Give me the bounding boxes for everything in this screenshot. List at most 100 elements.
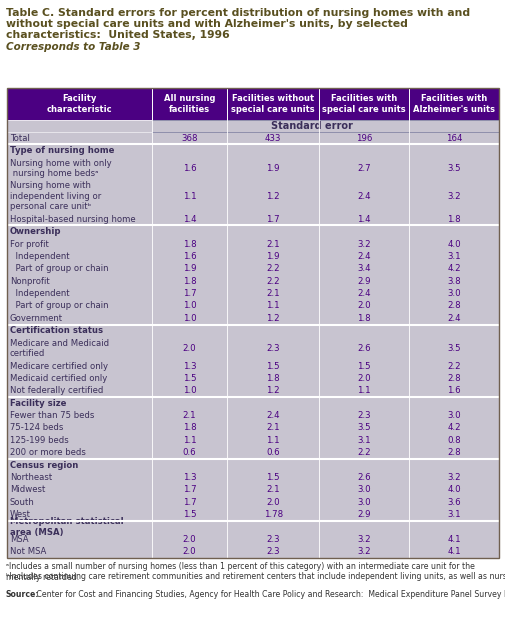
Text: 2.8: 2.8 [446,301,460,311]
Text: 3.0: 3.0 [357,498,370,507]
Text: 1.0: 1.0 [182,301,196,311]
Text: 2.3: 2.3 [357,411,370,420]
Text: Midwest: Midwest [10,486,45,494]
Bar [7,546,498,558]
Text: 1.9: 1.9 [266,164,279,173]
Text: 1.7: 1.7 [266,215,279,224]
Text: 4.2: 4.2 [446,423,460,432]
Text: Type of nursing home: Type of nursing home [10,146,114,155]
Text: 1.2: 1.2 [266,314,279,323]
Text: All nursing
facilities: All nursing facilities [164,94,215,114]
Text: 200 or more beds: 200 or more beds [10,448,86,457]
Text: Medicaid certified only: Medicaid certified only [10,374,107,383]
Text: 3.2: 3.2 [446,473,460,482]
Text: 3.0: 3.0 [446,289,460,298]
Bar [7,225,498,238]
Text: 1.5: 1.5 [266,473,279,482]
Text: Facilities with
special care units: Facilities with special care units [322,94,405,114]
Text: 1.6: 1.6 [182,252,196,261]
Text: 1.2: 1.2 [266,192,279,201]
Text: 3.5: 3.5 [357,423,370,432]
Text: 1.1: 1.1 [266,301,279,311]
Text: 1.8: 1.8 [182,239,196,249]
Bar [7,263,498,275]
Bar [7,484,498,496]
Text: 1.1: 1.1 [182,192,196,201]
Text: 3.1: 3.1 [446,510,460,519]
Text: 1.7: 1.7 [182,498,196,507]
Text: Not MSA: Not MSA [10,548,46,556]
Text: Fewer than 75 beds: Fewer than 75 beds [10,411,94,420]
Bar [7,385,498,397]
Text: Nonprofit: Nonprofit [10,277,49,285]
Text: 4.1: 4.1 [446,535,460,544]
Bar [7,360,498,372]
Text: Facilities without
special care units: Facilities without special care units [231,94,314,114]
Text: 2.6: 2.6 [357,344,370,353]
Text: 2.1: 2.1 [266,423,279,432]
Text: Center for Cost and Financing Studies, Agency for Health Care Policy and Researc: Center for Cost and Financing Studies, A… [34,590,505,599]
Text: 75-124 beds: 75-124 beds [10,423,63,432]
Bar [7,287,498,300]
Text: 1.5: 1.5 [182,510,196,519]
Bar [7,372,498,385]
Text: 1.0: 1.0 [182,314,196,323]
Text: 2.8: 2.8 [446,448,460,457]
Bar [7,434,498,446]
Text: ᵇIncludes continuing care retirement communities and retirement centers that inc: ᵇIncludes continuing care retirement com… [6,572,505,581]
Text: 3.2: 3.2 [357,548,370,556]
Text: Ownership: Ownership [10,227,62,236]
Text: 1.5: 1.5 [357,361,370,370]
Bar [7,88,498,558]
Text: Facility size: Facility size [10,399,66,408]
Text: 3.5: 3.5 [446,164,460,173]
Text: 3.0: 3.0 [357,486,370,494]
Text: 2.2: 2.2 [266,265,279,273]
Text: 1.8: 1.8 [266,374,279,383]
Text: 2.0: 2.0 [357,301,370,311]
Text: 125-199 beds: 125-199 beds [10,436,69,445]
Text: 1.0: 1.0 [182,386,196,396]
Text: 1.7: 1.7 [182,289,196,298]
Text: MSA: MSA [10,535,29,544]
Bar [7,325,498,337]
Text: 1.8: 1.8 [446,215,460,224]
Bar [7,459,498,472]
Text: 3.2: 3.2 [357,535,370,544]
Text: 2.4: 2.4 [266,411,279,420]
Bar [7,144,498,157]
Text: Nursing home with
independent living or
personal care unitᵇ: Nursing home with independent living or … [10,182,101,211]
Text: Metropolitan statistical
area (MSA): Metropolitan statistical area (MSA) [10,517,123,537]
Text: 2.1: 2.1 [266,486,279,494]
Bar [7,300,498,312]
Bar [7,496,498,508]
Text: 433: 433 [265,134,281,142]
Text: 2.7: 2.7 [357,164,370,173]
Text: 1.5: 1.5 [266,361,279,370]
Text: Part of group or chain: Part of group or chain [10,301,108,311]
Text: 3.4: 3.4 [357,265,370,273]
Bar [7,422,498,434]
Text: 2.0: 2.0 [182,535,196,544]
Text: 3.1: 3.1 [357,436,370,445]
Text: Table C. Standard errors for percent distribution of nursing homes with and: Table C. Standard errors for percent dis… [6,8,469,18]
Text: Standard error: Standard error [271,121,352,131]
Bar [7,337,498,360]
Bar [7,180,498,213]
Text: Census region: Census region [10,461,78,470]
Text: 2.4: 2.4 [357,252,370,261]
Text: 2.9: 2.9 [357,277,370,285]
Text: 1.1: 1.1 [182,436,196,445]
Text: 2.6: 2.6 [357,473,370,482]
Text: Source:: Source: [6,590,39,599]
Text: 1.4: 1.4 [357,215,370,224]
Text: South: South [10,498,35,507]
Bar [7,397,498,410]
Text: 196: 196 [356,134,372,142]
Text: Facility
characteristic: Facility characteristic [46,94,112,114]
Bar [7,521,498,533]
Text: 2.0: 2.0 [182,548,196,556]
Bar [7,157,498,180]
Text: 2.0: 2.0 [182,344,196,353]
Text: 2.1: 2.1 [182,411,196,420]
